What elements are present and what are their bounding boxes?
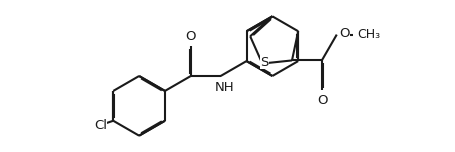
Text: O: O — [317, 94, 327, 107]
Text: S: S — [260, 55, 268, 69]
Text: NH: NH — [214, 81, 233, 94]
Text: CH₃: CH₃ — [357, 28, 379, 41]
Text: Cl: Cl — [94, 119, 107, 132]
Text: O: O — [185, 30, 196, 43]
Text: O: O — [339, 27, 349, 40]
